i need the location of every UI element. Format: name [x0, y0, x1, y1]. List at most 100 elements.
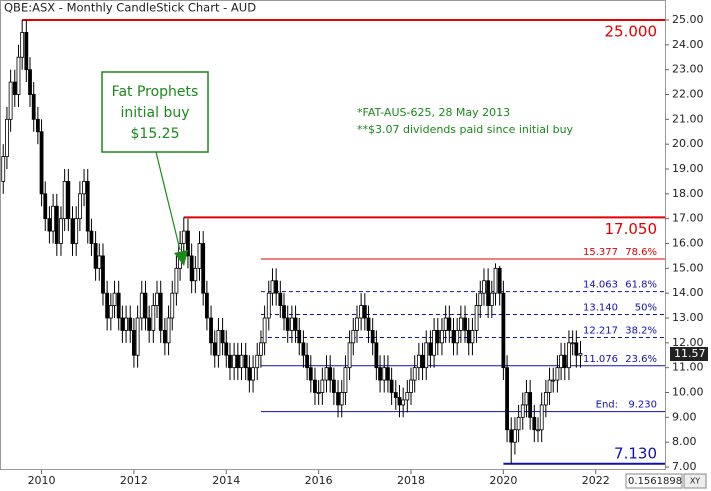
candle-body [351, 330, 356, 344]
candle-body [101, 255, 105, 294]
y-tick-label: 19.00 [672, 162, 704, 175]
x-tick-label: 2018 [397, 474, 425, 487]
candle-body [147, 317, 152, 331]
candle-body [293, 317, 298, 331]
level-label: 17.050 [605, 220, 658, 238]
candle-body [405, 392, 410, 401]
candle-body [486, 280, 491, 306]
candle-body [174, 267, 179, 294]
candle-body [308, 367, 313, 381]
candle-body [524, 392, 529, 406]
candle-body [39, 131, 44, 195]
y-tick-label: 9.00 [672, 410, 697, 423]
candle-body [516, 416, 521, 431]
candle-body [66, 181, 71, 220]
y-tick-label: 20.00 [672, 137, 704, 150]
level-tag: 78.6% [625, 247, 657, 258]
candle-body [470, 330, 475, 344]
candle-body [478, 292, 483, 306]
candle-body [247, 367, 252, 381]
candle-body [116, 292, 121, 319]
y-tick-label: 17.00 [672, 212, 704, 225]
y-tick-label: 7.00 [672, 460, 697, 473]
candle-body [128, 317, 133, 331]
candle-body [235, 354, 240, 369]
candle-body [447, 317, 452, 331]
level-tag: 38.2% [625, 325, 657, 336]
candle-body [382, 367, 387, 381]
xy-button-label[interactable]: XY [690, 477, 700, 486]
level-tag: 23.6% [625, 354, 657, 365]
candle-body [412, 367, 417, 381]
x-tick-label: 2020 [489, 474, 517, 487]
candle-body [347, 342, 352, 369]
callout-text: Fat Prophets [112, 84, 199, 100]
note: **$3.07 dividends paid since initial buy [357, 123, 574, 136]
candle-body [289, 317, 294, 331]
candle-body [135, 317, 140, 356]
candle-body [74, 218, 79, 244]
candle-body [158, 292, 163, 331]
candle-body [189, 255, 194, 282]
x-tick-label: 2016 [305, 474, 333, 487]
candle-body [324, 367, 329, 381]
candle-body [336, 392, 340, 406]
candle-body [108, 305, 113, 319]
candle-body [170, 292, 175, 319]
candle-body [555, 367, 560, 381]
level-label: 7.130 [614, 444, 657, 462]
candle-body [313, 379, 317, 393]
level-label: 13.140 [583, 303, 618, 314]
candle-body [362, 305, 367, 319]
y-tick-label: 12.00 [672, 336, 704, 349]
candle-body [85, 181, 90, 232]
candle-body [397, 397, 402, 406]
candle-body [70, 218, 75, 244]
readout-box [625, 473, 683, 489]
candle-body [132, 330, 136, 356]
y-tick-label: 11.00 [672, 361, 704, 374]
candle-body [562, 354, 567, 369]
candle-body [51, 205, 56, 232]
candle-body [93, 243, 98, 269]
candle-body [239, 354, 244, 369]
level-prefix: End: [596, 400, 618, 411]
candle-body [262, 317, 267, 344]
candle-body [328, 367, 333, 381]
level-tag: 50% [635, 303, 657, 314]
xy-button[interactable] [683, 473, 707, 489]
last-price: 11.57 [674, 347, 706, 360]
candle-body [455, 330, 460, 344]
candle-body [139, 292, 144, 319]
x-tick-label: 2010 [28, 474, 56, 487]
candle-body [186, 230, 190, 257]
candle-body [551, 379, 556, 382]
y-tick-label: 22.00 [672, 88, 704, 101]
candle-body [228, 354, 232, 369]
candle-body [77, 193, 82, 220]
candle-body [112, 292, 117, 306]
level-label: 12.217 [583, 325, 618, 336]
callout-text: $15.25 [131, 126, 180, 142]
candle-body [12, 81, 17, 95]
candle-body [316, 392, 321, 394]
candle-body [493, 267, 498, 294]
y-tick-label: 15.00 [672, 261, 704, 274]
plot-frame [0, 0, 666, 470]
candle-body [243, 354, 248, 369]
candle-body [16, 56, 21, 95]
y-tick-label: 24.00 [672, 38, 704, 51]
candle-body [432, 330, 436, 356]
candle-body [451, 330, 456, 344]
level-label: 9.230 [628, 400, 657, 411]
candle-body [463, 317, 467, 331]
y-tick-label: 8.00 [672, 435, 697, 448]
candle-body [166, 317, 171, 344]
candle-body [343, 367, 348, 393]
candle-body [416, 354, 421, 369]
candle-body [443, 317, 448, 331]
candle-body [420, 354, 425, 369]
candle-body [197, 243, 202, 269]
candle-body [305, 354, 310, 369]
candle-body [59, 218, 63, 244]
